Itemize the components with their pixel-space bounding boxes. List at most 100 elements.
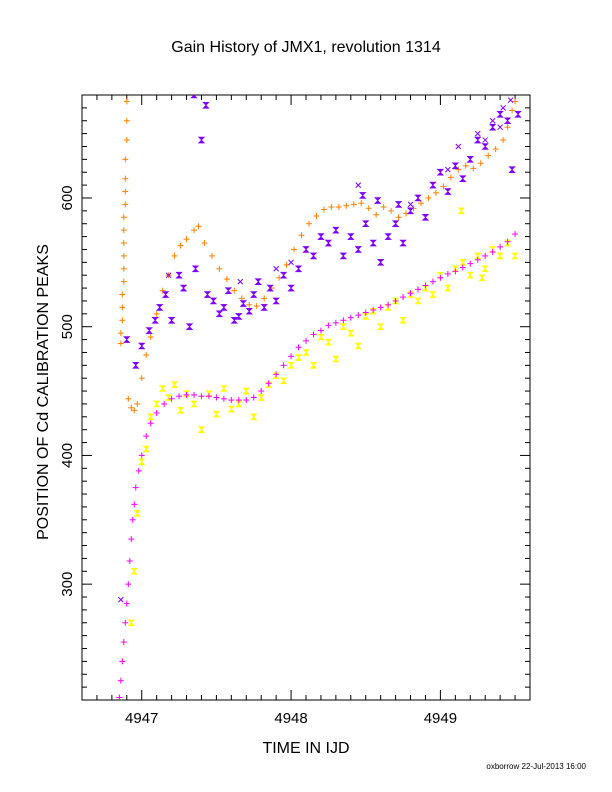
data-point bbox=[309, 362, 318, 369]
x-tick-label: 4949 bbox=[424, 710, 457, 727]
data-point bbox=[227, 405, 236, 413]
data-point bbox=[354, 246, 362, 253]
axis-ticks bbox=[81, 94, 531, 701]
data-point bbox=[117, 677, 124, 684]
data-point bbox=[134, 400, 141, 407]
data-point bbox=[496, 252, 504, 260]
data-marks bbox=[116, 95, 522, 700]
data-point bbox=[147, 334, 154, 340]
data-point bbox=[445, 166, 451, 173]
data-point bbox=[161, 291, 170, 298]
data-point bbox=[198, 393, 205, 400]
data-point bbox=[146, 413, 155, 421]
data-point bbox=[514, 111, 522, 118]
data-point bbox=[279, 377, 288, 385]
data-point bbox=[201, 240, 208, 247]
data-point bbox=[197, 426, 206, 433]
data-point bbox=[485, 152, 492, 159]
data-point bbox=[142, 445, 150, 453]
data-point bbox=[414, 297, 422, 305]
data-point bbox=[122, 175, 129, 182]
data-point bbox=[302, 246, 310, 253]
data-point bbox=[158, 385, 167, 392]
data-point bbox=[135, 467, 142, 474]
data-point bbox=[231, 287, 238, 294]
marker-stroke bbox=[482, 137, 489, 143]
data-point bbox=[362, 309, 369, 316]
marker-stroke bbox=[355, 182, 362, 188]
plot-frame bbox=[81, 94, 531, 701]
data-point bbox=[116, 694, 123, 700]
data-point bbox=[436, 168, 445, 176]
data-point bbox=[399, 239, 407, 247]
data-point bbox=[355, 182, 362, 188]
data-point bbox=[138, 452, 145, 459]
data-point bbox=[191, 391, 197, 398]
data-point bbox=[298, 232, 305, 239]
data-point bbox=[119, 317, 126, 324]
data-point bbox=[120, 240, 127, 247]
data-point bbox=[512, 231, 519, 238]
data-point bbox=[497, 124, 503, 131]
data-point bbox=[325, 322, 332, 329]
data-point bbox=[474, 256, 481, 263]
data-point bbox=[223, 276, 230, 283]
data-point bbox=[123, 98, 130, 105]
data-point bbox=[481, 143, 489, 150]
data-point bbox=[422, 282, 429, 289]
data-point bbox=[123, 117, 130, 124]
data-point bbox=[273, 265, 279, 272]
data-point bbox=[265, 380, 272, 387]
data-point bbox=[245, 307, 253, 315]
data-point bbox=[511, 252, 519, 260]
footer-credit: oxborrow 22-Jul-2013 16:00 bbox=[486, 762, 586, 771]
data-point bbox=[119, 658, 126, 665]
data-point bbox=[415, 286, 421, 293]
marker-stroke bbox=[507, 97, 514, 104]
data-point bbox=[120, 265, 127, 272]
y-tick-label: 300 bbox=[59, 572, 76, 597]
data-point bbox=[406, 207, 415, 215]
data-point bbox=[291, 246, 298, 253]
data-point bbox=[145, 327, 153, 334]
data-point bbox=[122, 156, 129, 163]
data-point bbox=[120, 214, 127, 221]
data-point bbox=[496, 111, 504, 118]
data-point bbox=[243, 397, 250, 404]
data-point bbox=[407, 290, 414, 297]
data-point bbox=[183, 391, 190, 398]
data-point bbox=[432, 189, 439, 196]
marker-stroke bbox=[474, 130, 481, 137]
marker-stroke bbox=[273, 265, 279, 272]
data-point bbox=[359, 192, 367, 199]
data-point bbox=[466, 271, 474, 279]
data-point bbox=[320, 206, 327, 213]
data-point bbox=[425, 194, 432, 201]
data-point bbox=[384, 233, 392, 240]
data-point bbox=[317, 327, 324, 334]
data-point bbox=[399, 316, 407, 324]
data-point bbox=[459, 175, 467, 182]
data-point bbox=[239, 300, 248, 307]
data-point bbox=[332, 319, 339, 326]
data-point bbox=[474, 136, 482, 144]
data-point bbox=[191, 227, 197, 234]
data-point bbox=[414, 194, 422, 202]
data-point bbox=[209, 297, 218, 305]
data-point bbox=[195, 223, 202, 230]
data-point bbox=[492, 146, 499, 153]
data-point bbox=[474, 252, 482, 260]
data-point bbox=[152, 400, 161, 408]
data-point bbox=[340, 317, 347, 324]
data-point bbox=[429, 291, 437, 298]
data-point bbox=[451, 162, 460, 170]
data-point bbox=[488, 123, 497, 131]
data-point bbox=[362, 220, 370, 228]
data-point bbox=[159, 287, 166, 294]
data-point bbox=[508, 166, 516, 173]
data-point bbox=[504, 238, 511, 245]
data-point bbox=[133, 510, 141, 517]
data-point bbox=[261, 295, 268, 302]
data-point bbox=[317, 233, 325, 240]
data-point bbox=[138, 375, 145, 382]
